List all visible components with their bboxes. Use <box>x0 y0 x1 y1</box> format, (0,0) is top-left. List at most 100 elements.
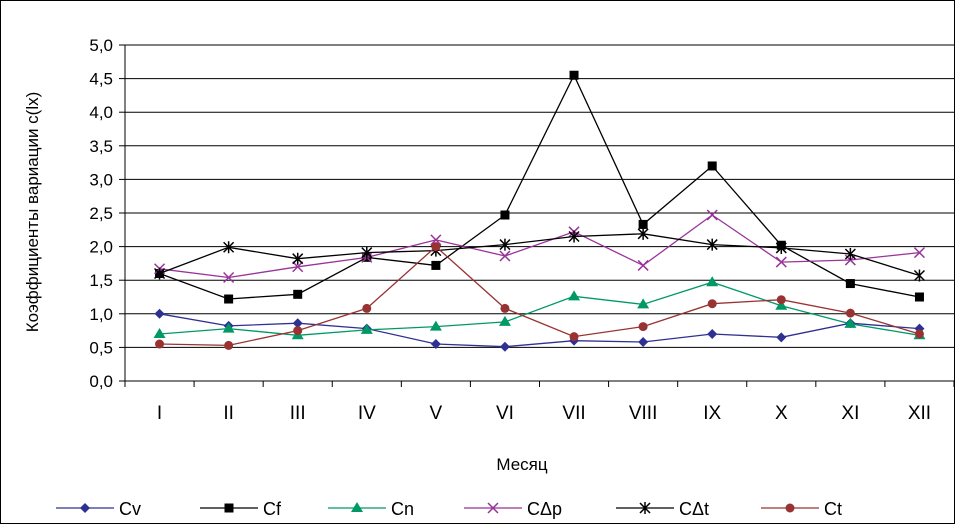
legend-label: CΔp <box>527 499 562 519</box>
x-tick-label: I <box>157 403 162 424</box>
tick-labels: 0,00,51,01,52,02,53,03,54,04,55,0I II III I… <box>89 36 931 424</box>
data-point <box>292 261 304 273</box>
legend-item: CΔp <box>464 499 562 519</box>
data-point <box>293 289 303 299</box>
data-point <box>845 279 855 289</box>
legend-label: Ct <box>824 499 842 519</box>
data-point <box>844 317 857 328</box>
series-line <box>159 73 920 300</box>
grid-lines <box>125 44 954 348</box>
data-point <box>706 238 718 251</box>
data-point <box>775 256 787 268</box>
legend-marker <box>639 502 651 514</box>
data-point <box>913 269 925 282</box>
data-point <box>914 292 924 302</box>
y-tick-label: 0,0 <box>89 372 113 391</box>
data-point <box>638 322 648 332</box>
data-point <box>913 247 925 259</box>
data-point <box>292 252 304 265</box>
data-point <box>154 267 166 280</box>
data-point <box>431 242 441 252</box>
data-point <box>706 209 718 221</box>
legend-item: Cn <box>328 499 414 519</box>
data-point <box>430 339 441 350</box>
data-point <box>707 299 717 309</box>
data-point <box>568 230 580 243</box>
legend-marker <box>487 502 499 514</box>
series-line <box>159 313 920 348</box>
data-point <box>292 318 303 329</box>
y-tick-label: 4,5 <box>89 70 113 89</box>
data-point <box>223 241 235 254</box>
data-point <box>637 227 649 240</box>
x-axis-title: Месяц <box>496 455 548 474</box>
x-tick-label: XII <box>908 403 931 424</box>
data-point <box>498 315 511 326</box>
x-tick-label: II <box>223 403 234 424</box>
legend: Cv Cf Cn CΔp CΔt Ct <box>56 499 842 519</box>
data-point <box>155 339 165 349</box>
y-tick-label: 2,5 <box>89 204 113 223</box>
data-point <box>775 299 788 310</box>
axes <box>119 44 955 387</box>
y-axis-title: Коэффициенты вариации c(lx) <box>23 92 42 333</box>
data-point <box>775 241 787 254</box>
series-6 <box>155 242 924 350</box>
y-tick-label: 0,5 <box>89 338 113 357</box>
series-line <box>159 214 920 279</box>
data-point <box>224 340 234 350</box>
data-point <box>706 276 719 287</box>
x-tick-label: V <box>430 403 443 424</box>
series-line <box>159 245 920 347</box>
data-point <box>914 329 924 339</box>
series-1 <box>154 308 925 352</box>
data-point <box>844 247 856 260</box>
x-tick-label: VII <box>562 403 585 424</box>
data-point <box>776 332 787 343</box>
legend-label: Cf <box>263 499 282 519</box>
series-layer <box>153 70 926 352</box>
legend-marker <box>80 503 90 513</box>
x-tick-label: X <box>775 403 788 424</box>
legend-label: Cn <box>391 499 414 519</box>
y-tick-label: 3,0 <box>89 170 113 189</box>
data-point <box>637 259 649 271</box>
data-point <box>845 308 855 318</box>
data-point <box>638 219 648 229</box>
series-3 <box>153 276 926 340</box>
series-line <box>159 281 920 336</box>
data-point <box>499 341 510 352</box>
x-tick-label: VI <box>496 403 514 424</box>
data-point <box>638 337 649 348</box>
data-point <box>361 246 373 259</box>
data-point <box>222 322 235 333</box>
x-tick-label: III <box>290 403 306 424</box>
data-point <box>223 271 235 284</box>
data-point <box>293 326 303 336</box>
y-tick-label: 1,0 <box>89 305 113 324</box>
data-point <box>224 294 234 304</box>
data-point <box>499 238 511 251</box>
legend-item: Cf <box>200 499 282 519</box>
series-2 <box>155 70 924 304</box>
series-5 <box>154 227 925 282</box>
y-tick-label: 5,0 <box>89 36 113 55</box>
data-point <box>500 303 510 313</box>
legend-marker <box>351 502 363 512</box>
y-tick-label: 4,0 <box>89 103 113 122</box>
legend-label: CΔt <box>679 499 709 519</box>
y-tick-label: 1,5 <box>89 271 113 290</box>
data-point <box>569 70 579 80</box>
data-point <box>154 308 165 319</box>
data-point <box>153 327 166 338</box>
legend-label: Cv <box>119 499 141 519</box>
data-point <box>499 250 511 262</box>
data-point <box>568 290 581 301</box>
data-point <box>707 328 718 339</box>
legend-item: Ct <box>761 499 842 519</box>
x-tick-label: IV <box>358 403 376 424</box>
data-point <box>569 332 579 342</box>
x-tick-label: IX <box>703 403 721 424</box>
